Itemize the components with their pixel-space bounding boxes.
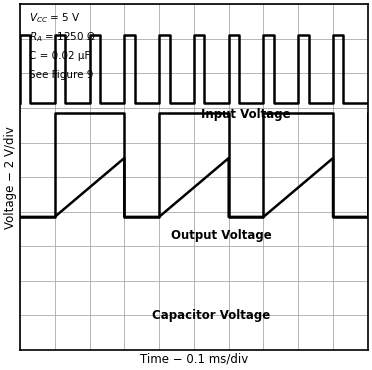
- Y-axis label: Voltage − 2 V/div: Voltage − 2 V/div: [4, 126, 17, 229]
- Text: Input Voltage: Input Voltage: [201, 108, 291, 121]
- Text: Capacitor Voltage: Capacitor Voltage: [152, 309, 270, 322]
- Text: $R_A$ = 1250 Ω: $R_A$ = 1250 Ω: [29, 30, 96, 44]
- X-axis label: Time − 0.1 ms/div: Time − 0.1 ms/div: [140, 353, 248, 366]
- Text: Output Voltage: Output Voltage: [171, 229, 272, 242]
- Text: C = 0.02 μF: C = 0.02 μF: [29, 51, 90, 61]
- Text: See Figure 9: See Figure 9: [29, 70, 93, 80]
- Text: $V_{CC}$ = 5 V: $V_{CC}$ = 5 V: [29, 11, 80, 25]
